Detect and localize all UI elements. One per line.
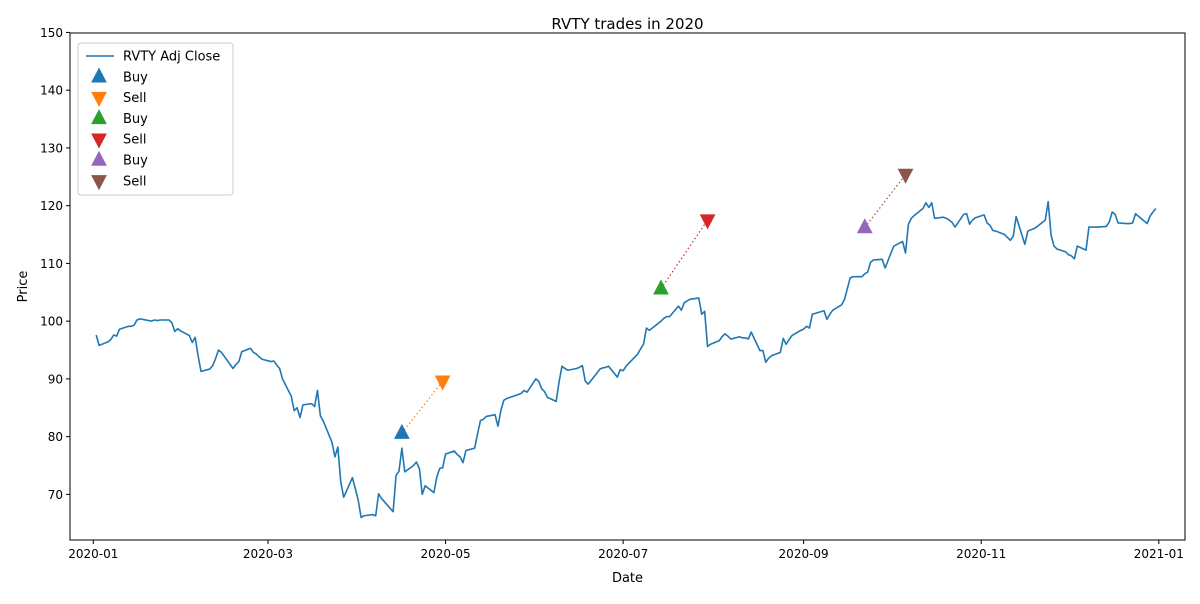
y-tick-label: 130 (40, 141, 63, 155)
trade-connector-lines (401, 174, 906, 434)
legend-box (77, 42, 234, 196)
legend: RVTY Adj Close Buy Sell Buy Sell Buy Sell (77, 42, 234, 196)
y-axis: 70 80 90 100 110 120 130 140 150 (40, 26, 70, 502)
y-tick-label: 70 (48, 488, 63, 502)
x-tick-label: 2020-01 (68, 547, 118, 561)
x-axis-label: Date (612, 571, 643, 586)
x-tick-label: 2021-01 (1134, 547, 1184, 561)
legend-sell-swatch (91, 91, 107, 107)
price-series (95, 200, 1157, 519)
buy-marker (653, 279, 669, 295)
sell-marker (434, 375, 451, 391)
y-tick-label: 110 (40, 257, 63, 271)
trade-connector (864, 174, 906, 228)
sell-marker (897, 168, 914, 184)
y-tick-label: 90 (48, 372, 63, 386)
y-tick-label: 120 (40, 199, 63, 213)
legend-label: Sell (123, 174, 146, 189)
sell-marker (699, 214, 716, 230)
legend-sell-swatch (91, 133, 107, 149)
x-axis: 2020-01 2020-03 2020-05 2020-07 2020-09 2020-… (68, 540, 1184, 561)
plot-frame (69, 32, 1186, 541)
x-tick-label: 2020-03 (243, 547, 293, 561)
legend-label: Sell (123, 133, 146, 148)
legend-buy-swatch (91, 109, 107, 125)
buy-marker (394, 423, 410, 439)
legend-label: RVTY Adj Close (123, 50, 220, 65)
y-tick-label: 140 (40, 84, 63, 98)
x-tick-label: 2020-09 (779, 547, 829, 561)
trade-connector (401, 380, 444, 434)
legend-buy-swatch (91, 67, 107, 83)
legend-sell-swatch (91, 175, 107, 191)
x-tick-label: 2020-07 (598, 547, 648, 561)
trade-connector (660, 219, 709, 290)
legend-label: Sell (123, 91, 146, 106)
trade-markers (394, 168, 914, 439)
buy-marker (856, 218, 873, 234)
legend-label: Buy (123, 154, 148, 169)
y-axis-label: Price (16, 271, 31, 303)
x-tick-label: 2020-11 (956, 547, 1006, 561)
plot-area (70, 33, 1185, 540)
legend-label: Buy (123, 112, 148, 127)
price-line (95, 200, 1157, 519)
y-tick-label: 100 (40, 315, 63, 329)
x-tick-label: 2020-05 (420, 547, 470, 561)
y-tick-label: 150 (40, 26, 63, 40)
legend-label: Buy (123, 70, 148, 85)
y-tick-label: 80 (48, 430, 63, 444)
chart-title: RVTY trades in 2020 (551, 15, 703, 33)
legend-buy-swatch (91, 150, 107, 166)
